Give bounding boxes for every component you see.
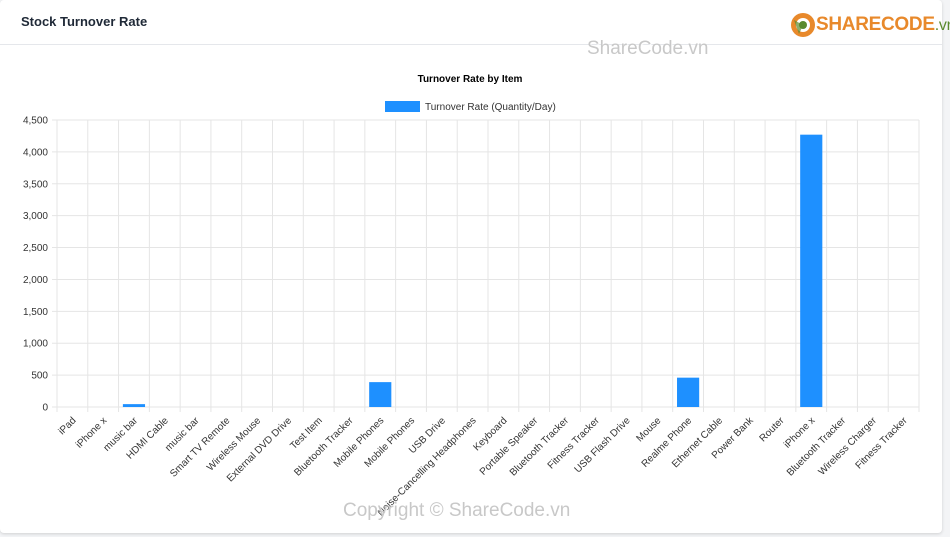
chart-title: Turnover Rate by Item — [418, 74, 523, 85]
y-tick-label: 4,000 — [23, 147, 48, 158]
y-tick-label: 0 — [42, 403, 48, 414]
y-tick-label: 1,000 — [23, 339, 48, 350]
x-tick-label: iPad — [57, 415, 79, 437]
y-tick-label: 1,500 — [23, 307, 48, 318]
watermark-top: ShareCode.vn — [587, 38, 709, 59]
x-tick-label: USB Flash Drive — [573, 415, 633, 475]
y-tick-label: 3,000 — [23, 211, 48, 222]
y-tick-label: 2,500 — [23, 243, 48, 254]
bar — [369, 382, 392, 407]
sharecode-logo-icon — [791, 13, 815, 37]
y-tick-label: 3,500 — [23, 179, 48, 190]
sharecode-logo: SHARECODE.vn — [790, 10, 950, 40]
bar — [122, 404, 146, 407]
x-tick-label: Wireless Mouse — [205, 415, 263, 473]
watermark-bottom: Copyright © ShareCode.vn — [343, 500, 571, 521]
y-tick-label: 500 — [31, 371, 48, 382]
y-tick-label: 4,500 — [23, 116, 48, 127]
x-tick-label: Mouse — [634, 415, 663, 444]
card-header: Stock Turnover Rate SHARECODE.vn — [0, 0, 950, 45]
logo-brand-main: SHARECODE — [816, 14, 935, 35]
bar — [800, 134, 823, 407]
y-tick-label: 2,000 — [23, 275, 48, 286]
page-title: Stock Turnover Rate — [21, 14, 148, 29]
logo-brand-suffix: .vn — [934, 17, 950, 34]
bar — [677, 377, 700, 407]
legend-label: Turnover Rate (Quantity/Day) — [425, 102, 556, 113]
x-tick-label: Router — [758, 415, 787, 444]
legend-swatch — [385, 101, 420, 112]
